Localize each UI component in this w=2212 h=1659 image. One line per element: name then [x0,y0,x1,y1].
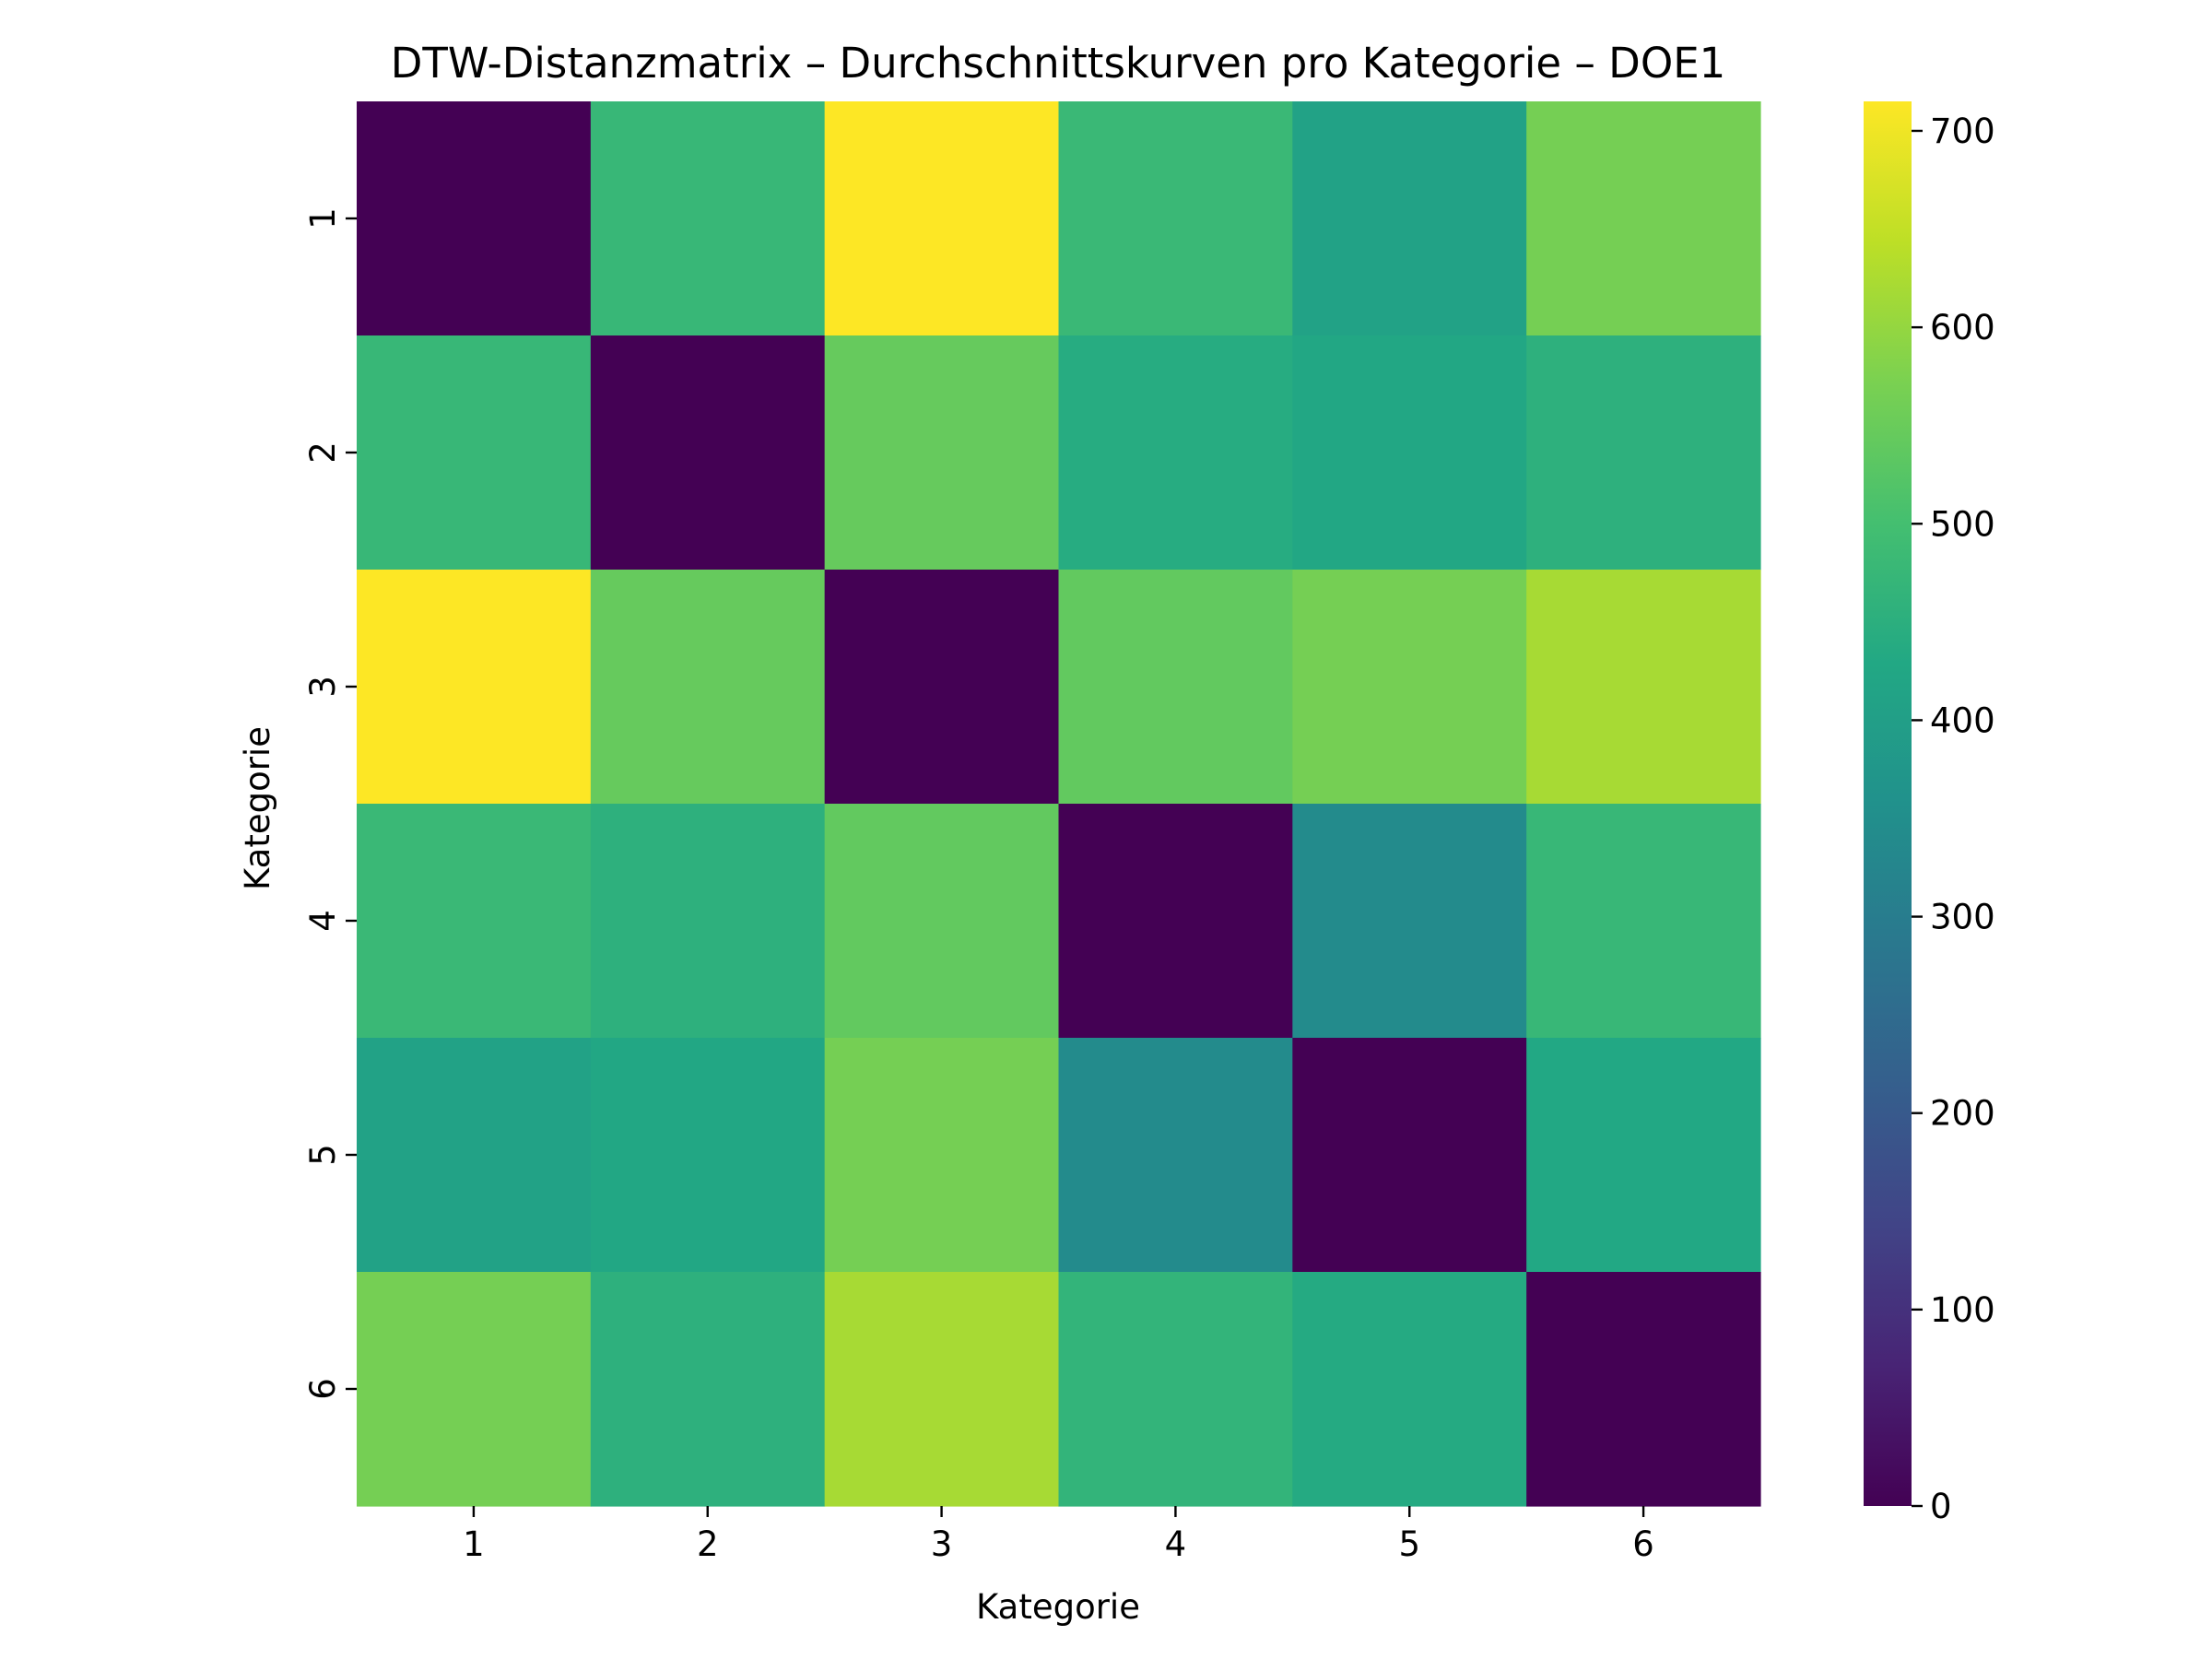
heatmap-cell-r2-c1 [357,335,592,571]
heatmap-cell-r2-c2 [590,335,826,571]
heatmap-cell-r6-c6 [1526,1272,1761,1507]
x-axis-label: Kategorie [976,1587,1140,1627]
colorbar-ticks: 0 100 200 300 400 500 600 700 [1912,112,1995,1526]
heatmap-cell-r1-c4 [1058,101,1293,336]
heatmap-cell-r5-c3 [824,1038,1060,1273]
y-axis-ticks: 1 2 3 4 5 6 [303,207,357,1400]
heatmap-cell-r4-c4 [1058,804,1293,1039]
y-tick-label-6: 6 [303,1378,343,1400]
heatmap-cell-r3-c3 [824,570,1060,805]
heatmap-cell-r4-c6 [1526,804,1761,1039]
heatmap-cell-r4-c5 [1292,804,1527,1039]
heatmap-cell-r2-c6 [1526,335,1761,571]
x-tick-label-6: 6 [1632,1524,1654,1564]
heatmap-cell-r2-c4 [1058,335,1293,571]
heatmap-cells [357,101,1761,1507]
y-tick-label-2: 2 [303,441,343,464]
y-tick-label-1: 1 [303,207,343,229]
heatmap-cell-r3-c1 [357,570,592,805]
y-tick-label-4: 4 [303,910,343,932]
heatmap-cell-r3-c5 [1292,570,1527,805]
heatmap-cell-r5-c5 [1292,1038,1527,1273]
chart-title: DTW-Distanzmatrix – Durchschnittskurven … [391,39,1726,88]
heatmap-cell-r3-c4 [1058,570,1293,805]
x-axis-ticks: 1 2 3 4 5 6 [463,1506,1654,1564]
heatmap-cell-r6-c2 [590,1272,826,1507]
colorbar-tick-label-600: 600 [1930,308,1995,347]
colorbar-tick-label-500: 500 [1930,504,1995,544]
x-tick-label-2: 2 [697,1524,719,1564]
heatmap-cell-r5-c2 [590,1038,826,1273]
colorbar-tick-label-0: 0 [1930,1487,1952,1526]
x-tick-label-5: 5 [1398,1524,1420,1564]
y-tick-label-5: 5 [303,1144,343,1166]
colorbar-tick-label-100: 100 [1930,1290,1995,1330]
heatmap-cell-r6-c4 [1058,1272,1293,1507]
heatmap-cell-r2-c3 [824,335,1060,571]
x-tick-label-1: 1 [463,1524,485,1564]
x-tick-label-4: 4 [1165,1524,1187,1564]
colorbar-tick-label-200: 200 [1930,1094,1995,1134]
heatmap-cell-r1-c6 [1526,101,1761,336]
y-axis-label: Kategorie [238,726,277,890]
heatmap-cell-r1-c3 [824,101,1060,336]
heatmap-cell-r5-c6 [1526,1038,1761,1273]
colorbar-tick-label-400: 400 [1930,700,1995,740]
heatmap-cell-r4-c2 [590,804,826,1039]
heatmap-cell-r3-c6 [1526,570,1761,805]
heatmap-cell-r2-c5 [1292,335,1527,571]
x-tick-label-3: 3 [931,1524,953,1564]
heatmap-cell-r1-c1 [357,101,592,336]
heatmap-cell-r3-c2 [590,570,826,805]
heatmap-cell-r5-c4 [1058,1038,1293,1273]
heatmap-cell-r6-c3 [824,1272,1060,1507]
colorbar-tick-label-300: 300 [1930,898,1995,937]
heatmap-cell-r4-c1 [357,804,592,1039]
colorbar-tick-label-700: 700 [1930,112,1995,151]
heatmap-cell-r5-c1 [357,1038,592,1273]
colorbar [1864,101,1912,1506]
heatmap-cell-r1-c5 [1292,101,1527,336]
heatmap-cell-r1-c2 [590,101,826,336]
heatmap-cell-r6-c5 [1292,1272,1527,1507]
heatmap-cell-r6-c1 [357,1272,592,1507]
heatmap-cell-r4-c3 [824,804,1060,1039]
y-tick-label-3: 3 [303,676,343,698]
